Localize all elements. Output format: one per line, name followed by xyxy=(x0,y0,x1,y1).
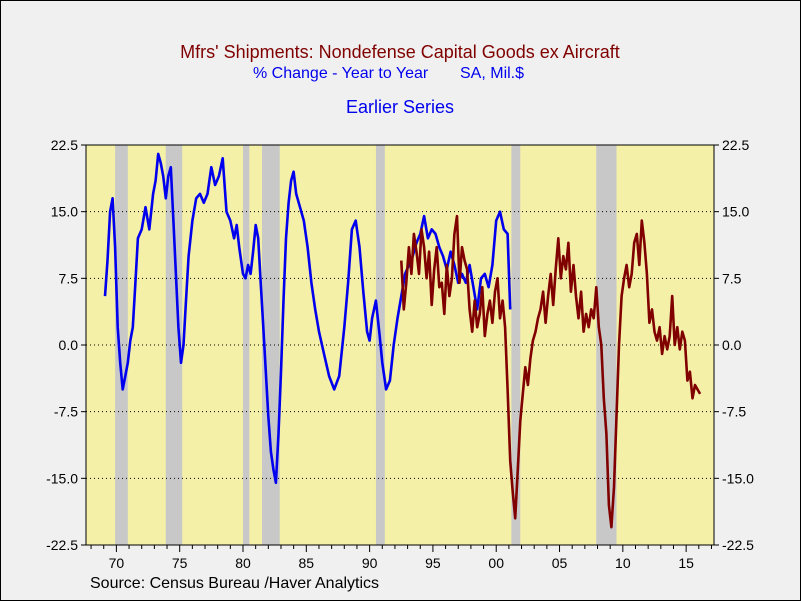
y-tick-label-left: 7.5 xyxy=(59,270,79,286)
x-tick-label: 00 xyxy=(488,555,504,571)
chart-subtitle-left: % Change - Year to Year xyxy=(253,65,429,82)
chart-title: Mfrs' Shipments: Nondefense Capital Good… xyxy=(180,42,620,62)
x-tick-label: 05 xyxy=(552,555,568,571)
y-tick-label-left: 22.5 xyxy=(51,137,78,153)
earlier-series-line xyxy=(103,152,512,485)
x-tick-label: 10 xyxy=(615,555,631,571)
y-tick-label-left: -22.5 xyxy=(46,537,78,553)
x-tick-label: 95 xyxy=(425,555,441,571)
x-tick-label: 85 xyxy=(299,555,315,571)
series-legend-label: Earlier Series xyxy=(346,97,454,117)
y-tick-label-right: 7.5 xyxy=(722,270,742,286)
y-tick-label-right: -7.5 xyxy=(722,404,746,420)
x-tick-label: 80 xyxy=(235,555,251,571)
source-note: Source: Census Bureau /Haver Analytics xyxy=(90,575,379,592)
y-tick-label-right: 0.0 xyxy=(722,337,742,353)
recession-band xyxy=(511,145,521,545)
y-tick-label-right: -22.5 xyxy=(722,537,754,553)
y-tick-label-left: 0.0 xyxy=(59,337,79,353)
x-tick-label: 15 xyxy=(678,555,694,571)
x-tick-label: 75 xyxy=(172,555,188,571)
x-tick-label: 90 xyxy=(362,555,378,571)
y-tick-label-left: -15.0 xyxy=(46,470,78,486)
y-tick-label-right: 15.0 xyxy=(722,204,749,220)
recession-band xyxy=(165,145,183,545)
current-series-line xyxy=(400,214,702,529)
chart-subtitle-right: SA, Mil.$ xyxy=(460,65,524,82)
y-tick-label-right: -15.0 xyxy=(722,470,754,486)
y-tick-label-left: -7.5 xyxy=(54,404,78,420)
x-tick-label: 70 xyxy=(109,555,125,571)
recession-band xyxy=(115,145,128,545)
y-tick-label-left: 15.0 xyxy=(51,204,78,220)
y-tick-label-right: 22.5 xyxy=(722,137,749,153)
